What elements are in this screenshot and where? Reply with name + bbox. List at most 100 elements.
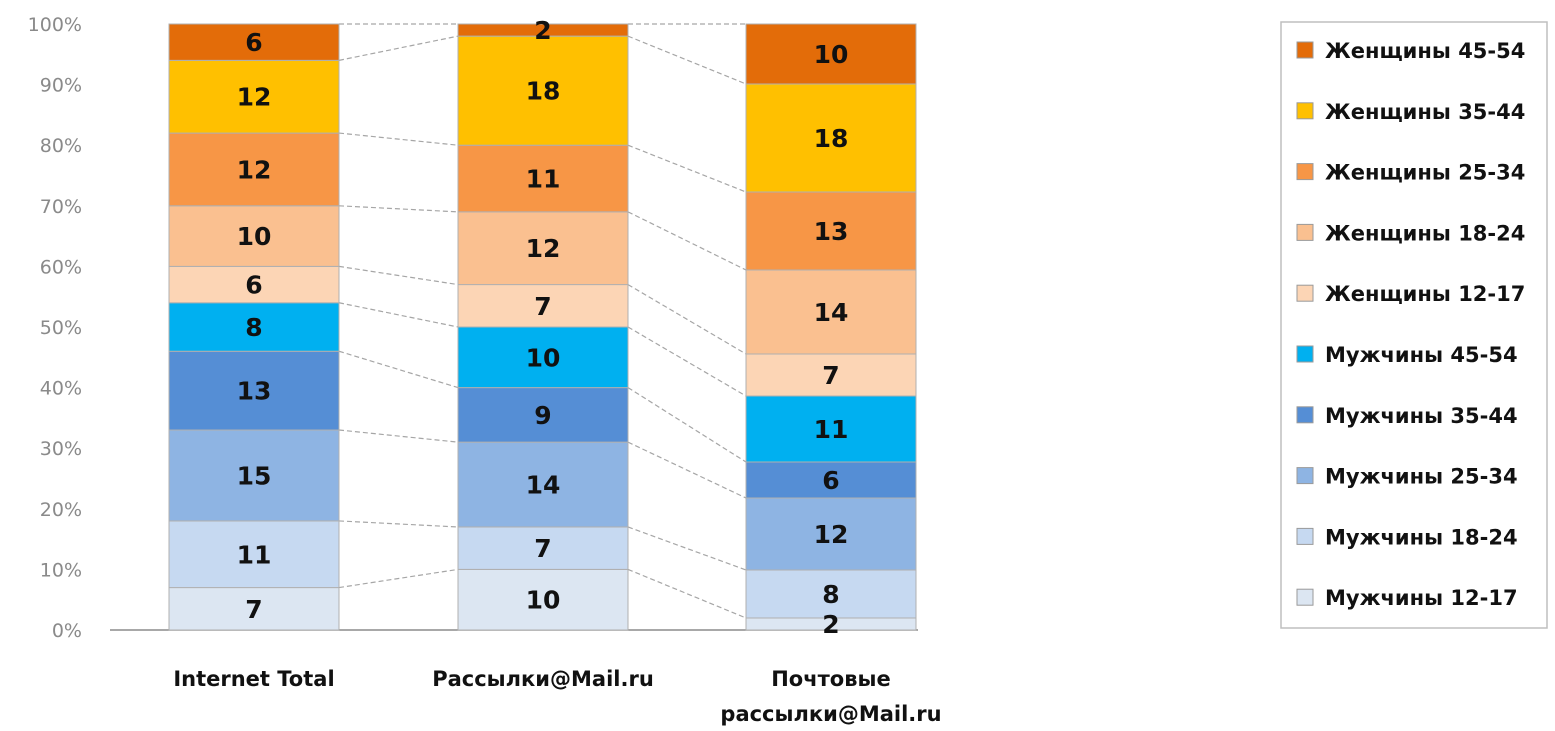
bar-segment	[168, 265, 340, 304]
series-line	[338, 205, 459, 213]
bar-segment	[457, 387, 629, 443]
series-line	[627, 211, 747, 271]
legend-swatch	[1296, 163, 1314, 181]
data-label: 7	[534, 292, 551, 321]
bar-segment	[168, 302, 340, 352]
category-labels: Internet Total Рассылки@Mail.ru Почтовые ра…	[173, 667, 941, 726]
legend-item: Женщины 25-34	[1296, 161, 1525, 185]
category-label: Internet Total	[173, 667, 334, 691]
series-line	[627, 387, 747, 463]
legend-item: Мужчины 35-44	[1296, 404, 1518, 428]
series-line	[338, 302, 459, 328]
data-label: 13	[237, 377, 272, 406]
series-line	[338, 429, 459, 443]
bar-segment	[168, 429, 340, 522]
legend-swatch	[1296, 41, 1314, 59]
legend-swatch	[1296, 588, 1314, 606]
y-tick-label: 80%	[40, 135, 82, 157]
bar-segment	[745, 23, 917, 85]
series-line	[627, 441, 747, 499]
bar-segment	[457, 526, 629, 570]
series-line	[627, 284, 747, 355]
legend-swatch	[1296, 345, 1314, 363]
bar-segment	[745, 569, 917, 619]
category-label: Рассылки@Mail.ru	[432, 667, 654, 691]
y-tick-label: 50%	[40, 317, 82, 339]
data-label: 8	[245, 313, 262, 342]
data-label: 10	[526, 343, 561, 372]
data-label: 9	[534, 401, 551, 430]
data-label: 6	[822, 466, 839, 495]
bar-segment	[168, 132, 340, 207]
legend-item: Женщины 18-24	[1296, 221, 1525, 245]
data-label: 12	[237, 155, 272, 184]
category-label: рассылки@Mail.ru	[720, 702, 941, 726]
data-label: 14	[814, 298, 849, 327]
data-label: 12	[237, 83, 272, 112]
data-label: 15	[237, 461, 272, 490]
legend-label: Женщины 18-24	[1325, 221, 1525, 245]
legend-swatch	[1296, 223, 1314, 241]
data-label: 8	[822, 580, 839, 609]
bar-segment	[457, 568, 629, 631]
category-label: Почтовые	[771, 667, 891, 691]
bar-segment	[168, 520, 340, 589]
series-line	[338, 520, 459, 528]
series-line	[338, 132, 459, 146]
data-label: 18	[814, 124, 849, 153]
y-tick-label: 70%	[40, 196, 82, 218]
series-line	[627, 326, 747, 397]
legend-item: Мужчины 18-24	[1296, 525, 1518, 549]
data-label: 6	[245, 271, 262, 300]
legend-swatch	[1296, 467, 1314, 485]
legend-swatch	[1296, 527, 1314, 545]
legend-swatch	[1296, 284, 1314, 302]
legend-label: Женщины 45-54	[1325, 39, 1525, 63]
legend-swatch	[1296, 102, 1314, 120]
bar-segment	[745, 269, 917, 355]
y-tick-label: 10%	[40, 559, 82, 581]
data-label: 14	[526, 471, 561, 500]
y-axis: 0% 10% 20% 30% 40% 50% 60% 70% 80% 90% 100%	[28, 14, 918, 642]
y-tick-label: 90%	[40, 75, 82, 97]
bar-segment	[457, 35, 629, 146]
series-line	[627, 568, 747, 619]
bar-segment	[745, 497, 917, 571]
series-connector-lines	[338, 23, 747, 619]
bar-stacks	[168, 23, 917, 631]
series-line	[338, 35, 459, 61]
series-line	[338, 568, 459, 589]
y-tick-label: 40%	[40, 378, 82, 400]
bar-segment	[168, 350, 340, 431]
bar-segment	[168, 205, 340, 267]
data-label: 6	[245, 28, 262, 57]
data-label: 2	[534, 16, 551, 45]
bar-segment	[168, 59, 340, 134]
data-label: 12	[526, 234, 561, 263]
y-tick-label: 60%	[40, 256, 82, 278]
legend-label: Мужчины 45-54	[1325, 343, 1518, 367]
legend-swatch	[1296, 406, 1314, 424]
bar-segment	[457, 211, 629, 286]
bar-segment	[457, 284, 629, 328]
data-label: 2	[822, 610, 839, 639]
bar-segment	[457, 144, 629, 213]
legend-label: Женщины 35-44	[1325, 100, 1525, 124]
legend-frame	[1280, 21, 1548, 629]
data-label: 12	[814, 520, 849, 549]
series-line	[627, 526, 747, 571]
legend-label: Женщины 25-34	[1325, 161, 1525, 185]
legend-label: Женщины 12-17	[1325, 282, 1525, 306]
legend-item: Мужчины 25-34	[1296, 465, 1518, 489]
data-label: 10	[237, 222, 272, 251]
bar-segment	[745, 191, 917, 271]
legend-label: Мужчины 25-34	[1325, 465, 1518, 489]
data-label: 11	[526, 165, 561, 194]
series-line	[627, 144, 747, 193]
data-label: 10	[814, 40, 849, 69]
legend-item: Мужчины 45-54	[1296, 343, 1518, 367]
bar-segment	[457, 23, 629, 37]
y-tick-label: 100%	[28, 14, 82, 36]
legend-label: Мужчины 18-24	[1325, 525, 1518, 549]
series-line	[627, 35, 747, 85]
